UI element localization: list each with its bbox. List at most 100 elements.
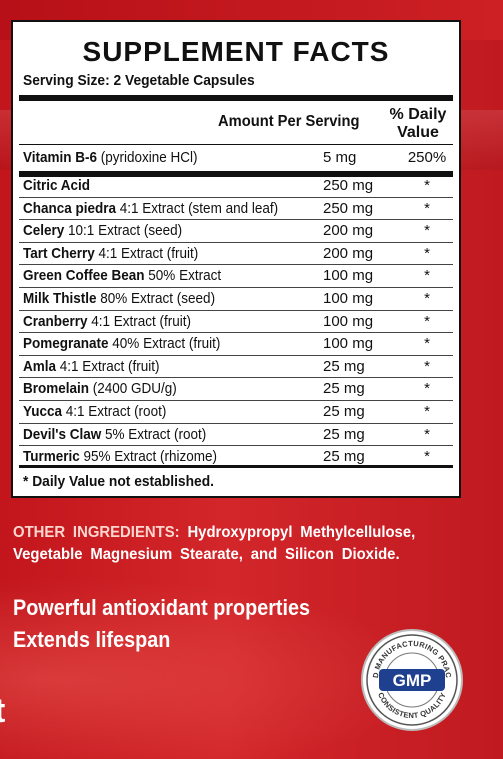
ingredient-amount: 25 mg [323,448,365,466]
ingredient-detail: 4:1 Extract (fruit) [87,312,192,330]
thick-rule [19,95,453,101]
header-rule [19,144,453,145]
ingredient-detail: 4:1 Extract (fruit) [56,357,160,375]
ingredient-name: Milk Thistle 80% Extract (seed) [23,290,215,307]
ingredient-daily-value: * [424,244,430,262]
ingredient-daily-value: * [424,335,430,353]
ingredient-detail: 4:1 Extract (root) [62,403,167,420]
ingredient-row: Chanca piedra 4:1 Extract (stem and leaf… [23,198,453,219]
serving-size: Serving Size: 2 Vegetable Capsules [23,72,255,89]
vitamin-row: Vitamin B-6 (pyridoxine HCl) 5 mg 250% [23,147,453,168]
ingredient-row: Cranberry 4:1 Extract (fruit) 100 mg * [23,311,453,332]
ingredient-detail: 4:1 Extract (fruit) [94,244,199,262]
ingredient-name: Yucca 4:1 Extract (root) [23,403,166,420]
other-ingredients: OTHER INGREDIENTS: Hydroxypropyl Methylc… [13,522,450,566]
ingredient-detail: (2400 GDU/g) [89,380,177,398]
ingredient-amount: 250 mg [323,199,374,217]
header-dv-line1: % Daily [389,106,447,123]
other-ingredients-text: Hydroxypropyl Methylcellulose, Vegetable… [13,524,416,563]
ingredient-name: Celery 10:1 Extract (seed) [23,222,182,239]
row-separator [19,422,453,424]
vitamin-name: Vitamin B-6 (pyridoxine HCl) [23,149,198,166]
ingredient-daily-value: * [424,380,430,398]
ingredient-row: Turmeric 95% Extract (rhizome) 25 mg * [23,446,453,467]
gmp-seal-icon: GOOD MANUFACTURING PRACTICE CONSISTENT Q… [357,621,464,732]
ingredient-amount: 100 mg [323,290,374,307]
ingredient-daily-value: * [424,199,430,217]
ingredient-label: Turmeric [23,448,80,466]
ingredient-label: Yucca [23,403,63,420]
ingredient-name: Turmeric 95% Extract (rhizome) [23,448,217,465]
ingredient-amount: 200 mg [323,244,374,262]
ingredient-label: Green Coffee Bean [23,267,145,285]
row-separator [19,241,453,243]
ingredient-name: Green Coffee Bean 50% Extract [23,267,221,284]
claim-line: Extends lifespan [13,627,171,652]
ingredient-row: Amla 4:1 Extract (fruit) 25 mg * [23,356,453,377]
row-separator [19,264,453,266]
vitamin-detail: (pyridoxine HCl) [97,149,198,166]
ingredient-amount: 25 mg [323,380,365,398]
row-separator [19,196,453,198]
ingredient-detail: 5% Extract (root) [101,425,207,443]
row-separator [19,287,453,288]
ingredient-daily-value: * [424,357,430,375]
ingredient-amount: 200 mg [323,222,374,240]
claim-line: Powerful antioxidant properties [13,595,311,620]
ingredient-row: Pomegranate 40% Extract (fruit) 100 mg * [23,333,453,354]
row-separator [19,219,453,221]
footnote: * Daily Value not established. [23,473,214,490]
ingredient-label: Devil's Claw [23,425,102,443]
row-separator [19,332,453,334]
ingredient-amount: 100 mg [323,312,374,330]
ingredient-detail: 10:1 Extract (seed) [64,222,183,240]
ingredient-amount: 25 mg [323,403,365,420]
row-separator [19,445,453,447]
vitamin-daily-value: 250% [407,149,447,166]
thick-rule [19,171,453,177]
ingredient-row: Celery 10:1 Extract (seed) 200 mg * [23,220,453,241]
footnote-rule [19,465,453,468]
ingredient-label: Amla [23,357,57,375]
row-separator [19,354,453,356]
ingredient-detail: 95% Extract (rhizome) [79,448,218,466]
ingredient-label: Citric Acid [23,177,91,194]
ingredient-name: Amla 4:1 Extract (fruit) [23,358,160,375]
ingredient-row: Citric Acid 250 mg * [23,175,453,196]
ingredient-label: Cranberry [23,312,88,330]
ingredient-label: Milk Thistle [23,290,97,307]
seal-center-text: GMP [393,671,432,690]
other-ingredients-label: OTHER INGREDIENTS: [13,524,180,541]
ingredient-row: Yucca 4:1 Extract (root) 25 mg * [23,401,453,422]
vitamin-amount: 5 mg [323,149,357,166]
ingredient-detail: 80% Extract (seed) [96,290,216,307]
ingredient-name: Bromelain (2400 GDU/g) [23,380,177,397]
ingredient-row: Bromelain (2400 GDU/g) 25 mg * [23,378,453,399]
vitamin-label: Vitamin B-6 [23,149,98,166]
supplement-facts-panel: SUPPLEMENT FACTS Serving Size: 2 Vegetab… [11,20,461,498]
ingredient-name: Devil's Claw 5% Extract (root) [23,426,206,443]
ingredient-label: Celery [23,222,65,240]
row-separator [19,309,453,311]
ingredient-detail: 40% Extract (fruit) [108,335,221,353]
row-separator [19,377,453,379]
ingredient-name: Cranberry 4:1 Extract (fruit) [23,313,191,330]
ingredient-amount: 100 mg [323,335,374,353]
ingredient-row: Milk Thistle 80% Extract (seed) 100 mg * [23,288,453,309]
header-amount-per-serving: Amount Per Serving [218,113,360,130]
ingredient-name: Citric Acid [23,177,90,194]
ingredient-daily-value: * [424,177,430,194]
ingredient-label: Pomegranate [23,335,109,353]
ingredient-amount: 25 mg [323,425,365,443]
ingredient-daily-value: * [424,290,430,307]
ingredient-daily-value: * [424,448,430,466]
ingredient-label: Tart Cherry [23,244,95,262]
ingredient-label: Bromelain [23,380,90,398]
ingredient-row: Green Coffee Bean 50% Extract 100 mg * [23,265,453,286]
ingredient-daily-value: * [424,425,430,443]
claims: Powerful antioxidant properties Extends … [13,592,310,656]
ingredient-amount: 25 mg [323,357,365,375]
ingredient-daily-value: * [424,222,430,240]
ingredient-detail: 4:1 Extract (stem and leaf) [116,199,279,217]
row-separator [19,400,453,401]
